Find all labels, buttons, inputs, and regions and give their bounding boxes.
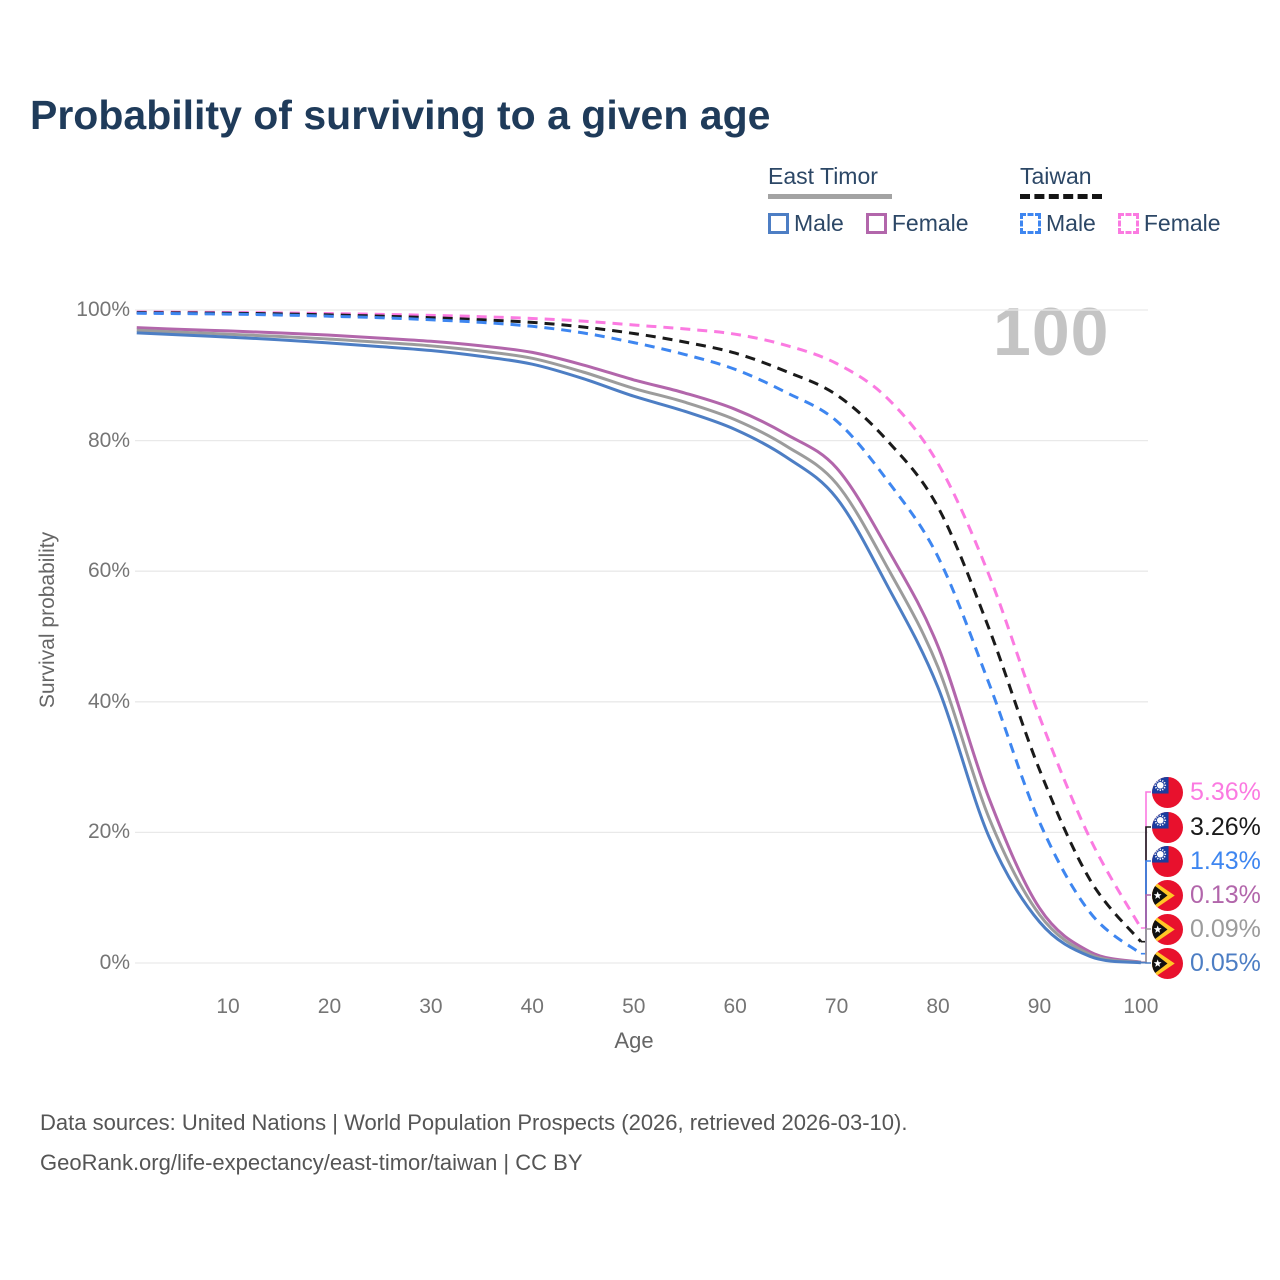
x-axis-tick-label: 100 bbox=[1123, 995, 1159, 1018]
y-axis-tick-label: 0% bbox=[99, 951, 130, 974]
series-end-label-taiwan-male[interactable]: 1.43% bbox=[1152, 845, 1261, 877]
series-end-label-taiwan[interactable]: 3.26% bbox=[1152, 811, 1261, 843]
x-axis-tick-label: 50 bbox=[622, 995, 646, 1018]
end-label-value: 0.09% bbox=[1190, 914, 1261, 943]
legend-item-east-timor-male[interactable]: Male bbox=[768, 210, 844, 237]
legend-group-taiwan: Taiwan Male Female bbox=[1020, 163, 1221, 237]
watermark-age-100: 100 bbox=[993, 294, 1110, 370]
east-timor-flag-icon bbox=[1152, 879, 1183, 911]
x-axis-tick-label: 70 bbox=[824, 995, 849, 1018]
data-source-link[interactable]: GeoRank.org/life-expectancy/east-timor/t… bbox=[40, 1150, 583, 1175]
x-axis-tick-label: 80 bbox=[926, 995, 950, 1018]
series-end-label-east-timor-male[interactable]: 0.05% bbox=[1152, 947, 1261, 979]
taiwan-line-swatch bbox=[1020, 194, 1102, 199]
series-end-label-taiwan-female[interactable]: 5.36% bbox=[1152, 776, 1261, 808]
x-axis-tick-label: 20 bbox=[317, 995, 342, 1018]
x-axis-tick-label: 90 bbox=[1027, 995, 1052, 1018]
taiwan-female-swatch-icon bbox=[1117, 213, 1139, 234]
legend-item-label: Male bbox=[794, 210, 844, 236]
legend-group-east-timor: East Timor Male Female bbox=[768, 163, 969, 237]
legend-group-title[interactable]: Taiwan bbox=[1020, 163, 1092, 189]
data-source-note: Data sources: United Nations | World Pop… bbox=[40, 1103, 907, 1183]
series-end-label-east-timor-female[interactable]: 0.13% bbox=[1152, 879, 1261, 911]
curve-east-timor[interactable] bbox=[136, 328, 1142, 964]
x-axis-tick-label: 10 bbox=[216, 995, 240, 1018]
east-timor-line-swatch bbox=[768, 194, 892, 199]
legend-item-east-timor-female[interactable]: Female bbox=[865, 210, 969, 237]
end-label-value: 3.26% bbox=[1190, 812, 1261, 841]
data-source-line: Data sources: United Nations | World Pop… bbox=[40, 1110, 908, 1135]
east-timor-male-swatch-icon bbox=[768, 213, 789, 234]
taiwan-flag-icon bbox=[1152, 776, 1183, 808]
east-timor-flag-icon bbox=[1152, 913, 1183, 945]
curve-taiwan-male[interactable] bbox=[136, 311, 1142, 955]
end-label-value: 5.36% bbox=[1190, 777, 1261, 806]
series-end-label-east-timor[interactable]: 0.09% bbox=[1152, 913, 1261, 945]
end-label-value: 1.43% bbox=[1190, 846, 1261, 875]
curve-taiwan[interactable] bbox=[136, 311, 1143, 943]
curve-east-timor-male[interactable] bbox=[136, 331, 1142, 965]
x-axis-tick-label: 30 bbox=[419, 995, 443, 1018]
taiwan-flag-icon bbox=[1152, 845, 1183, 877]
y-axis-tick-label: 60% bbox=[87, 559, 130, 583]
curve-taiwan-female[interactable] bbox=[136, 310, 1143, 929]
x-axis-tick-label: 60 bbox=[723, 995, 747, 1018]
legend-item-label: Female bbox=[891, 210, 969, 236]
east-timor-flag-icon bbox=[1152, 947, 1183, 979]
curve-east-timor-female[interactable] bbox=[136, 326, 1142, 964]
x-axis-tick-label: 40 bbox=[520, 995, 544, 1018]
legend-item-taiwan-female[interactable]: Female bbox=[1117, 210, 1221, 237]
y-axis-tick-label: 100% bbox=[76, 298, 130, 321]
end-label-connector bbox=[1140, 928, 1151, 964]
legend-item-label: Male bbox=[1046, 210, 1096, 236]
legend-item-label: Female bbox=[1143, 210, 1221, 236]
y-axis-tick-label: 20% bbox=[87, 820, 130, 844]
taiwan-flag-icon bbox=[1152, 811, 1183, 843]
y-axis-tick-label: 40% bbox=[87, 689, 130, 713]
legend-item-taiwan-male[interactable]: Male bbox=[1020, 210, 1096, 237]
legend-group-title[interactable]: East Timor bbox=[768, 163, 878, 189]
y-axis-tick-label: 80% bbox=[87, 428, 130, 452]
end-label-value: 0.05% bbox=[1190, 948, 1261, 977]
page-title: Probability of surviving to a given age bbox=[30, 92, 771, 138]
taiwan-male-swatch-icon bbox=[1020, 213, 1041, 234]
east-timor-female-swatch-icon bbox=[865, 213, 887, 234]
x-axis-title: Age bbox=[614, 1028, 654, 1053]
end-label-value: 0.13% bbox=[1190, 880, 1261, 909]
